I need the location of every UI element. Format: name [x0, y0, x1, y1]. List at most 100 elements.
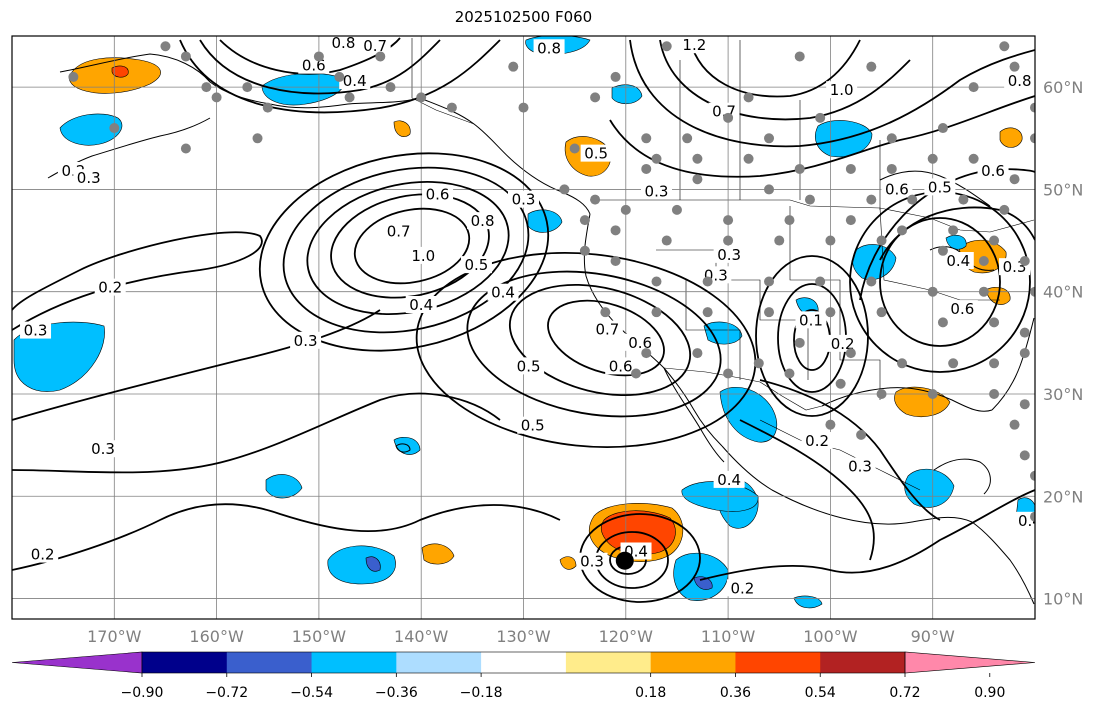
station-marker	[825, 307, 836, 318]
contour-label: 0.3	[580, 553, 604, 571]
contour-label: 0.8	[537, 39, 561, 57]
contour-label: 0.3	[848, 458, 872, 476]
contour-label-bg	[1004, 72, 1035, 90]
lon-tick-label: 140°W	[394, 627, 449, 646]
contour-label: 0.4	[1018, 512, 1042, 530]
colorbar-segment	[311, 652, 397, 673]
storm-center-marker	[615, 551, 634, 570]
station-marker	[948, 358, 959, 369]
contour-ring-calif-4	[415, 251, 757, 449]
station-marker	[661, 235, 672, 246]
station-marker	[661, 41, 672, 52]
station-marker	[1019, 348, 1030, 359]
colorbar-label: −0.54	[290, 685, 333, 701]
colorbar-segment	[481, 652, 567, 673]
contour-ak-north-3	[179, 39, 501, 114]
contour-label-bg	[27, 545, 59, 563]
colorbar-label: −0.36	[375, 685, 418, 701]
coast-yucatan	[933, 458, 991, 495]
colorbar-segment	[396, 652, 482, 673]
contour-label-bg	[422, 185, 454, 203]
station-marker	[180, 143, 191, 154]
station-marker	[590, 194, 601, 205]
shaded-anomaly-regions	[13, 36, 1035, 609]
station-marker	[692, 174, 703, 185]
colorbar-label: 0.54	[805, 685, 836, 701]
colorbar-label: 0.18	[635, 685, 666, 701]
station-marker	[804, 194, 815, 205]
contour-lines	[12, 37, 1035, 603]
station-marker	[651, 153, 662, 164]
station-marker	[651, 307, 662, 318]
contour-label-bg	[513, 357, 545, 375]
station-marker	[937, 317, 948, 328]
station-marker	[876, 235, 887, 246]
contour-label-bg	[383, 222, 415, 240]
lon-tick-label: 120°W	[599, 627, 654, 646]
station-marker	[794, 51, 805, 62]
station-marker	[579, 215, 590, 226]
station-marker	[641, 348, 652, 359]
station-marker	[620, 204, 631, 215]
blue-region-sonora	[719, 386, 778, 443]
station-marker	[989, 358, 1000, 369]
station-markers	[68, 41, 1035, 522]
contour-label: 0.4	[717, 471, 741, 489]
blue-region-ak-coast	[261, 73, 345, 106]
contour-label: 0.2	[730, 579, 754, 597]
lat-tick-label: 60°N	[1043, 78, 1083, 97]
contour-label-bg	[827, 334, 859, 352]
station-marker	[1030, 470, 1035, 481]
coast-baja	[663, 367, 725, 463]
station-marker	[835, 378, 846, 389]
contour-label-bg	[605, 357, 637, 375]
contour-label: 0.6	[609, 357, 633, 375]
station-marker	[1009, 61, 1020, 72]
contour-mexico-2	[759, 379, 941, 521]
station-marker	[897, 225, 908, 236]
station-marker	[569, 143, 580, 154]
orange-region-hudson	[999, 127, 1023, 148]
contour-ak-north-2	[199, 39, 441, 95]
blue-region-yukon-2	[611, 84, 643, 105]
lat-tick-label: 20°N	[1043, 487, 1083, 506]
contour-canada-high-2	[659, 39, 911, 121]
contour-label-bg	[487, 283, 519, 301]
station-marker	[999, 41, 1010, 52]
colorbar-segment	[142, 652, 228, 673]
contour-label: 0.4	[409, 296, 433, 314]
contour-us-east-2	[859, 168, 1035, 301]
contour-label: 0.2	[31, 546, 55, 564]
station-marker	[590, 92, 601, 103]
contour-label-bg	[405, 295, 437, 313]
contour-label: 0.3	[24, 322, 48, 340]
coast-florida	[991, 317, 1035, 411]
station-marker	[753, 358, 764, 369]
contour-label: 0.2	[805, 432, 829, 450]
station-marker	[743, 153, 754, 164]
contour-label-bg	[591, 320, 623, 338]
blue-region-small-s	[793, 595, 823, 609]
contour-label-bg	[640, 182, 672, 200]
contour-label: 0.6	[950, 300, 974, 318]
station-marker	[446, 102, 457, 113]
lat-tick-label: 30°N	[1043, 385, 1083, 404]
station-marker	[702, 307, 713, 318]
station-marker	[845, 215, 856, 226]
station-marker	[109, 123, 120, 134]
station-marker	[702, 276, 713, 287]
station-marker	[201, 82, 212, 93]
coast-hudson	[879, 170, 991, 207]
station-marker	[641, 163, 652, 174]
station-marker	[375, 51, 386, 62]
station-marker	[968, 153, 979, 164]
contour-label: 0.5	[521, 417, 545, 435]
station-marker	[774, 235, 785, 246]
contour-canada-high-3	[629, 39, 1035, 148]
contour-label-bg	[801, 432, 833, 450]
contour-label-bg	[795, 311, 827, 329]
colorbar-label: 0.90	[974, 685, 1005, 701]
blue-darker-south-trop	[365, 556, 381, 572]
contour-mexico-1	[739, 419, 875, 561]
contour-label: 0.2	[831, 335, 855, 353]
